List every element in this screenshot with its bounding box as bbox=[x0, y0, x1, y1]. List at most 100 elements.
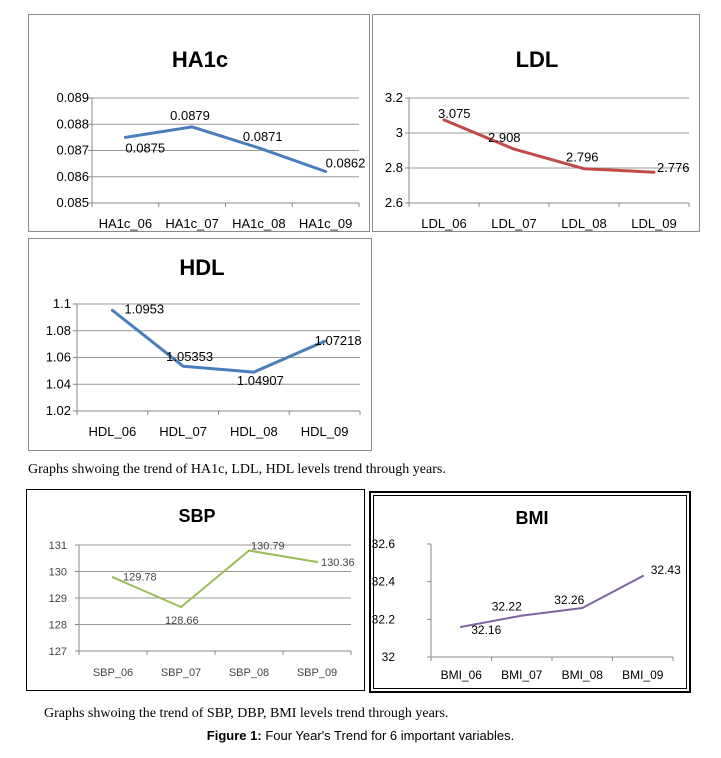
bmi-data-point bbox=[581, 607, 583, 609]
bmi-title: BMI bbox=[516, 508, 549, 528]
ha1c-data-label: 0.0875 bbox=[125, 140, 165, 155]
hdl-data-label: 1.0953 bbox=[124, 301, 164, 316]
figure-text: Four Year's Trend for 6 important variab… bbox=[262, 728, 515, 743]
ldl-data-point bbox=[583, 168, 585, 170]
bmi-data-point bbox=[460, 626, 462, 628]
bmi-x-tick-label: BMI_08 bbox=[562, 668, 604, 682]
sbp-y-tick-label: 128 bbox=[49, 620, 67, 632]
ldl-chart: LDL 2.6 2.8 3 3.2 LDL_06 LDL_07 LDL_08 LDL_09 3.0… bbox=[373, 15, 701, 233]
hdl-data-label: 1.05353 bbox=[166, 349, 213, 364]
ldl-data-point bbox=[513, 148, 515, 150]
bmi-y-tick-label: 32.2 bbox=[372, 612, 396, 626]
ldl-x-tick-label: LDL_09 bbox=[631, 216, 677, 231]
ha1c-y-tick-label: 0.085 bbox=[56, 195, 89, 210]
bmi-data-label: 32.22 bbox=[492, 600, 522, 614]
ha1c-data-point bbox=[191, 126, 193, 128]
bmi-x-tick-label: BMI_07 bbox=[501, 668, 543, 682]
ha1c-y-tick-label: 0.089 bbox=[56, 90, 89, 105]
hdl-chart: HDL 1.02 1.04 1.06 1.08 1.1 HDL_06 HDL_07 HDL_08… bbox=[29, 239, 373, 452]
hdl-x-tick-label: HDL_08 bbox=[230, 424, 278, 439]
bmi-data-label: 32.43 bbox=[651, 563, 681, 577]
hdl-x-tick-label: HDL_07 bbox=[159, 424, 207, 439]
bmi-chart: BMI 32 32.2 32.4 32.6 BMI_06 BMI_07 BMI_08 BMI_0… bbox=[371, 493, 693, 695]
ha1c-x-tick-label: HA1c_08 bbox=[232, 216, 285, 231]
ldl-series-line bbox=[444, 120, 654, 172]
ha1c-title: HA1c bbox=[172, 47, 228, 72]
sbp-y-tick-label: 130 bbox=[49, 567, 67, 579]
sbp-data-label: 130.79 bbox=[251, 541, 285, 553]
figure-caption: Figure 1: Four Year's Trend for 6 import… bbox=[0, 728, 721, 743]
hdl-data-point bbox=[182, 365, 184, 367]
ha1c-data-label: 0.0871 bbox=[243, 129, 283, 144]
ha1c-y-tick-label: 0.087 bbox=[56, 143, 89, 158]
ha1c-data-label: 0.0862 bbox=[326, 156, 366, 171]
bmi-y-tick-label: 32.4 bbox=[372, 575, 396, 589]
figure-label: Figure 1: bbox=[207, 728, 262, 743]
sbp-data-point bbox=[180, 606, 182, 608]
sbp-data-label: 128.66 bbox=[165, 615, 199, 627]
ldl-x-tick-label: LDL_08 bbox=[561, 216, 607, 231]
ldl-x-tick-label: LDL_07 bbox=[491, 216, 537, 231]
bmi-chart-panel: BMI 32 32.2 32.4 32.6 BMI_06 BMI_07 BMI_08 BMI_0… bbox=[369, 491, 691, 693]
top-caption: Graphs shwoing the trend of HA1c, LDL, H… bbox=[28, 462, 446, 478]
sbp-x-tick-label: SBP_06 bbox=[93, 667, 133, 679]
ha1c-chart-panel: HA1c 0.085 0.086 0.087 0.088 0.089 HA1c_06 HA1c… bbox=[28, 14, 370, 232]
sbp-chart-panel: SBP 127 128 129 130 131 SBP_06 SBP_07 SBP_08 SBP_… bbox=[26, 489, 365, 691]
bmi-data-label: 32.26 bbox=[554, 593, 584, 607]
ha1c-chart: HA1c 0.085 0.086 0.087 0.088 0.089 HA1c_06 HA1c… bbox=[29, 15, 371, 233]
bmi-x-tick-label: BMI_06 bbox=[441, 668, 483, 682]
ha1c-x-tick-label: HA1c_09 bbox=[299, 216, 352, 231]
sbp-x-tick-label: SBP_07 bbox=[161, 667, 201, 679]
sbp-y-tick-label: 131 bbox=[49, 540, 67, 552]
bottom-caption: Graphs shwoing the trend of SBP, DBP, BM… bbox=[44, 706, 448, 722]
ha1c-data-point bbox=[124, 136, 126, 138]
sbp-data-point bbox=[316, 561, 318, 563]
ldl-data-point bbox=[653, 171, 655, 173]
ldl-y-tick-label: 2.6 bbox=[385, 195, 403, 210]
ha1c-data-label: 0.0879 bbox=[170, 108, 210, 123]
hdl-y-tick-label: 1.06 bbox=[46, 350, 71, 365]
ldl-data-label: 3.075 bbox=[438, 106, 471, 121]
sbp-x-tick-label: SBP_08 bbox=[229, 667, 269, 679]
ha1c-y-tick-label: 0.088 bbox=[56, 116, 89, 131]
hdl-y-tick-label: 1.02 bbox=[46, 403, 71, 418]
ldl-y-tick-label: 3 bbox=[396, 125, 403, 140]
bmi-series-line bbox=[461, 576, 643, 627]
bmi-y-tick-label: 32.6 bbox=[372, 537, 396, 551]
hdl-y-tick-label: 1.1 bbox=[53, 296, 71, 311]
sbp-title: SBP bbox=[178, 506, 215, 526]
hdl-data-point bbox=[111, 309, 113, 311]
sbp-x-tick-label: SBP_09 bbox=[297, 667, 337, 679]
hdl-y-tick-label: 1.04 bbox=[46, 376, 71, 391]
bmi-data-point bbox=[642, 575, 644, 577]
hdl-data-label: 1.07218 bbox=[315, 333, 362, 348]
sbp-data-point bbox=[112, 576, 114, 578]
ha1c-data-point bbox=[324, 170, 326, 172]
bmi-data-label: 32.16 bbox=[471, 623, 501, 637]
ha1c-x-tick-label: HA1c_06 bbox=[99, 216, 152, 231]
ha1c-data-point bbox=[258, 147, 260, 149]
bmi-data-point bbox=[521, 614, 523, 616]
ldl-y-tick-label: 2.8 bbox=[385, 160, 403, 175]
ldl-data-label: 2.776 bbox=[657, 160, 690, 175]
hdl-chart-panel: HDL 1.02 1.04 1.06 1.08 1.1 HDL_06 HDL_07 HDL_08… bbox=[28, 238, 372, 451]
ldl-data-label: 2.908 bbox=[488, 130, 521, 145]
sbp-y-tick-label: 127 bbox=[49, 646, 67, 658]
sbp-y-tick-label: 129 bbox=[49, 593, 67, 605]
hdl-x-tick-label: HDL_06 bbox=[89, 424, 137, 439]
bmi-y-tick-label: 32 bbox=[382, 650, 396, 664]
sbp-data-label: 130.36 bbox=[321, 557, 355, 569]
hdl-series-line bbox=[112, 310, 324, 372]
hdl-y-tick-label: 1.08 bbox=[46, 323, 71, 338]
sbp-data-point bbox=[248, 549, 250, 551]
hdl-title: HDL bbox=[179, 255, 224, 280]
sbp-chart: SBP 127 128 129 130 131 SBP_06 SBP_07 SBP_08 SBP_… bbox=[27, 490, 366, 692]
ldl-y-tick-label: 3.2 bbox=[385, 90, 403, 105]
bmi-x-tick-label: BMI_09 bbox=[622, 668, 664, 682]
hdl-data-label: 1.04907 bbox=[237, 373, 284, 388]
ldl-x-tick-label: LDL_06 bbox=[421, 216, 467, 231]
ldl-chart-panel: LDL 2.6 2.8 3 3.2 LDL_06 LDL_07 LDL_08 LDL_09 3.0… bbox=[372, 14, 700, 232]
sbp-data-label: 129.78 bbox=[123, 571, 157, 583]
ha1c-x-tick-label: HA1c_07 bbox=[165, 216, 218, 231]
ldl-title: LDL bbox=[516, 47, 559, 72]
